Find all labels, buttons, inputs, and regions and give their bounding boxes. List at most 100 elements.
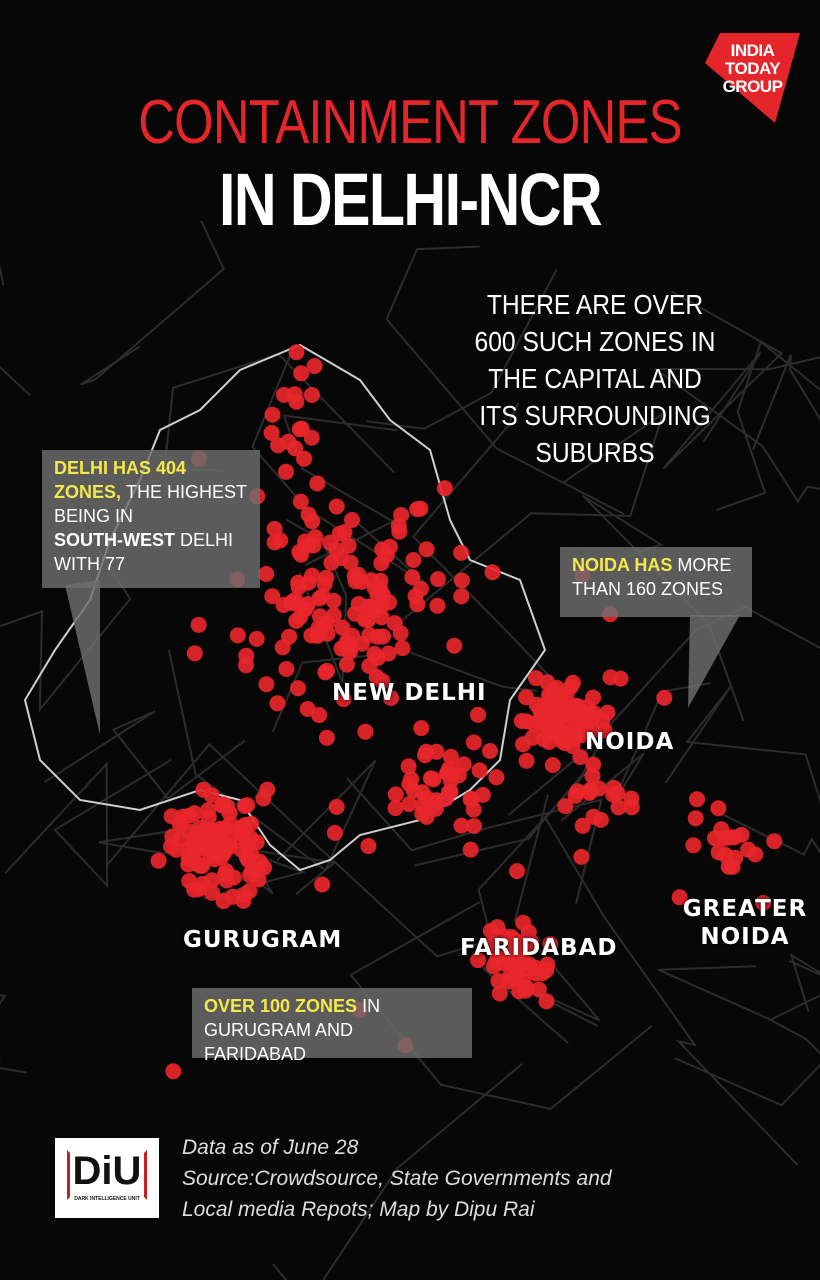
note: THERE ARE OVER 600 SUCH ZONES IN THE CAP… (459, 286, 732, 471)
badge: DiU DARK INTELLIGENCE UNIT (55, 1138, 159, 1218)
place-label: GREATER NOIDA (680, 895, 810, 951)
zone-marker (328, 542, 345, 558)
zone-marker (610, 799, 627, 816)
zone-marker (299, 701, 316, 717)
title: IN DELHI-NCR (218, 158, 603, 241)
zone-marker (412, 580, 429, 597)
zone-marker (243, 815, 259, 832)
zone-marker (425, 771, 442, 788)
zone-marker (394, 640, 411, 657)
zone-marker (293, 365, 310, 382)
footer-line: Data as of June 28 (182, 1136, 359, 1159)
zone-marker (430, 571, 446, 588)
zone-marker (181, 807, 198, 824)
zone-marker (263, 424, 280, 441)
road (788, 953, 820, 1012)
road (659, 356, 820, 371)
callout: OVER 100 ZONES IN GURUGRAM AND FARIDABAD (192, 988, 472, 1064)
zone-marker (319, 614, 336, 631)
road (4, 758, 172, 889)
zone-marker (335, 691, 352, 708)
callout-text: WITH 77 (54, 554, 126, 574)
zone-marker (292, 608, 309, 625)
zone-marker (275, 597, 292, 613)
zone-marker (287, 591, 304, 608)
zone-marker (181, 873, 198, 889)
zone-marker (602, 669, 619, 686)
zone-marker (186, 833, 203, 850)
zone-marker (383, 690, 399, 706)
zone-marker (562, 679, 579, 695)
zone-marker (513, 713, 530, 729)
zone-marker (390, 517, 407, 534)
road (401, 411, 665, 622)
zone-marker (569, 783, 586, 800)
zone-marker (766, 833, 783, 850)
road (0, 994, 27, 1074)
zone-marker (328, 498, 345, 515)
zone-marker (264, 588, 281, 605)
logo: INDIA TODAY GROUP (700, 28, 805, 128)
zone-marker (453, 572, 470, 589)
logo-bg (705, 33, 800, 123)
zone-marker (585, 756, 602, 773)
zone-marker (548, 679, 565, 696)
zone-marker (502, 967, 519, 984)
note-line: THE CAPITAL AND (488, 363, 702, 394)
zone-marker (368, 669, 385, 685)
zone-marker (465, 734, 482, 751)
zone-marker (373, 609, 390, 626)
zone-marker (687, 810, 704, 827)
zone-marker (462, 841, 479, 858)
zone-marker (716, 830, 733, 847)
note-line: THERE ARE OVER (486, 289, 704, 320)
zone-marker (366, 645, 383, 662)
zone-marker (387, 800, 404, 817)
zone-marker (264, 406, 281, 423)
zone-marker (557, 798, 574, 815)
zone-marker (483, 936, 500, 953)
zone-marker (755, 895, 772, 911)
zone-marker (218, 841, 235, 858)
zone-marker (360, 838, 377, 855)
zone-marker (436, 480, 453, 497)
zone-marker (266, 520, 283, 537)
zone-marker (163, 808, 180, 825)
zone-marker (290, 574, 307, 591)
zone-marker (306, 358, 323, 374)
zone-marker (574, 817, 591, 834)
zone-marker (470, 706, 486, 723)
zone-marker (511, 983, 528, 1000)
zone-marker (405, 552, 422, 568)
zone-marker (380, 645, 397, 662)
callout-text: THE HIGHEST (126, 482, 248, 502)
zone-marker (303, 387, 320, 403)
zone-marker (453, 817, 470, 834)
zone-marker (538, 993, 555, 1010)
zone-marker (195, 781, 212, 798)
zone-marker (258, 676, 275, 693)
road (167, 649, 377, 872)
zone-marker (278, 463, 294, 480)
zone-marker (599, 704, 616, 721)
road (664, 685, 820, 804)
road (657, 965, 820, 1055)
zone-marker (413, 720, 430, 737)
road (80, 220, 225, 386)
zone-marker (229, 627, 246, 644)
zone-marker (339, 656, 355, 673)
zone-marker (733, 826, 750, 843)
zone-marker (515, 914, 532, 931)
zone-marker (747, 846, 764, 863)
callout-pointer (65, 580, 100, 735)
zone-marker (404, 569, 421, 586)
zone-marker (305, 537, 322, 554)
road (272, 1063, 523, 1280)
zone-marker (656, 689, 673, 706)
zone-marker (545, 724, 562, 741)
zone-marker (409, 501, 426, 518)
road (366, 269, 558, 430)
zone-marker (623, 799, 640, 816)
